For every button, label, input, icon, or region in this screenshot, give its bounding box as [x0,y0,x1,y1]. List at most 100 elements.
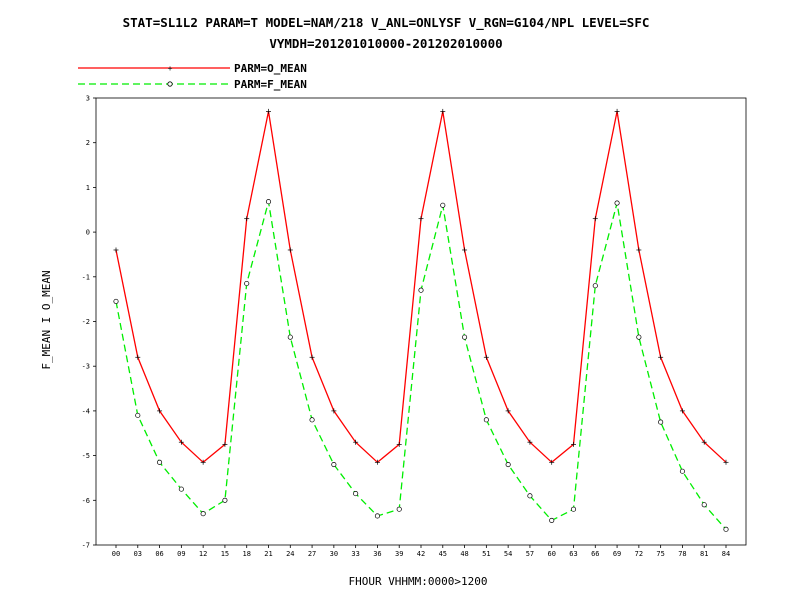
data-point [505,461,511,468]
data-point [244,216,250,222]
data-point [396,441,402,447]
data-point [527,493,533,499]
data-point [266,108,271,114]
data-point [658,419,664,425]
data-point [135,412,141,418]
data-point [527,439,533,445]
data-point [462,247,468,253]
data-point [309,354,315,360]
y-tick-label: -7 [82,542,90,550]
data-point [178,439,184,445]
x-tick-label: 81 [700,550,708,558]
data-point [614,200,620,206]
data-point [483,354,489,360]
data-point [309,417,315,423]
x-tick-label: 57 [526,550,534,558]
data-point [679,468,685,474]
data-point [157,459,163,465]
y-tick-label: 2 [86,139,90,147]
x-tick-label: 00 [112,550,120,558]
x-tick-label: 15 [221,550,229,558]
x-tick-label: 72 [635,550,643,558]
data-point [200,459,206,465]
legend-label-o-mean: PARM=O_MEAN [234,62,307,75]
legend: + PARM=O_MEAN PARM=F_MEAN [78,62,307,91]
data-point [135,354,141,360]
data-point [353,439,359,445]
x-tick-label: 27 [308,550,316,558]
x-tick-label: 51 [482,550,490,558]
data-point [418,216,424,222]
data-point [353,491,359,497]
y-tick-label: -6 [82,497,90,505]
data-point [723,459,729,465]
data-point [374,459,380,465]
x-tick-label: 54 [504,550,512,558]
x-tick-label: 06 [155,550,163,558]
series-parm-o-mean [113,108,729,465]
legend-marker-o-mean: + [168,64,173,73]
legend-marker-f-mean [167,81,173,87]
y-tick-label: -1 [82,273,90,281]
series-parm-f-mean [113,199,729,532]
x-tick-label: 69 [613,550,621,558]
x-tick-label: 48 [460,550,468,558]
x-tick-label: 12 [199,550,207,558]
data-point [701,502,707,508]
data-point [636,247,642,253]
data-point [549,459,555,465]
data-point [440,202,446,208]
data-point [200,511,206,517]
data-point [113,247,119,253]
x-tick-label: 84 [722,550,730,558]
y-tick-label: -4 [82,407,90,415]
data-point [549,517,555,523]
x-tick-label: 42 [417,550,425,558]
x-tick-label: 66 [591,550,599,558]
data-point [222,497,228,503]
x-tick-label: 33 [351,550,359,558]
data-point [723,526,729,532]
data-point [287,247,293,253]
x-tick-label: 75 [656,550,664,558]
data-point [374,513,380,519]
x-tick-label: 24 [286,550,294,558]
x-tick-label: 09 [177,550,185,558]
x-tick-label: 63 [569,550,577,558]
data-point [418,287,424,293]
data-point [483,417,489,423]
plot-frame [95,97,747,546]
chart-subtitle: VYMDH=201201010000-201202010000 [269,36,502,51]
data-point [614,108,620,114]
data-point [331,461,337,468]
data-point [658,354,664,360]
data-point [287,334,293,340]
x-tick-label: 45 [439,550,447,558]
y-tick-label: -5 [82,452,90,460]
data-point [244,280,250,287]
y-tick-label: 0 [86,229,90,237]
data-point [222,441,228,447]
y-tick-label: -2 [82,318,90,326]
series-layer [113,108,729,532]
data-point [592,216,598,222]
x-tick-label: 03 [134,550,142,558]
legend-label-f-mean: PARM=F_MEAN [234,78,307,91]
x-tick-label: 30 [330,550,338,558]
data-point [178,486,184,492]
x-axis: 00 03 06 09 12 15 18 21 24 27 30 33 36 39 42 45 48 51 54 57… [112,545,730,558]
x-axis-title: FHOUR VHHMM:0000>1200 [348,575,487,588]
series-line [115,201,727,530]
data-point [440,108,446,114]
data-point [570,506,577,512]
x-tick-label: 39 [395,550,403,558]
series-line [115,111,727,464]
data-point [701,439,707,445]
y-tick-label: 1 [86,184,90,192]
x-tick-label: 21 [264,550,272,558]
data-point [265,199,272,205]
data-point [113,298,119,304]
data-point [592,283,598,289]
y-axis: 3 2 1 0 -1 -2 -3 -4 -5 -6 -7 [82,95,96,550]
data-point [462,334,468,340]
